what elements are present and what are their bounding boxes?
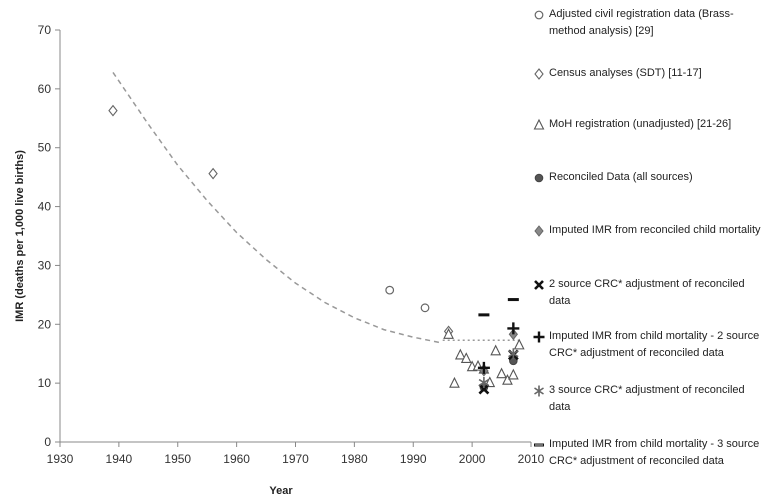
x-tick-label: 1950 [164,452,191,466]
x-tick-label: 1940 [106,452,133,466]
triangle-marker [460,352,472,363]
x-tick-label: 1960 [223,452,250,466]
triangle-marker [513,338,525,350]
legend-item-imputed-3-source-crc: Imputed IMR from child mortality - 3 sou… [532,436,767,470]
filled-circle-marker-icon [534,173,544,183]
dashed-trend-line [112,71,443,344]
x-tick-label: 1930 [47,452,74,466]
legend-item-imputed-2-source-crc: Imputed IMR from child mortality - 2 sou… [532,328,767,362]
asterisk-marker-icon [534,385,544,397]
legend-item-moh-registration: MoH registration (unadjusted) [21-26] [532,116,767,133]
diamond-marker-icon [534,68,544,80]
plus-marker-icon [533,331,545,343]
legend-label: MoH registration (unadjusted) [21-26] [549,118,732,130]
plus-marker [477,361,490,374]
legend-item-reconciled-data: Reconciled Data (all sources) [532,169,767,186]
x-ticks: 1930 1940 1950 1960 1970 1980 1990 2000 2010 [47,442,545,466]
legend-label: Census analyses (SDT) [11-17] [549,67,702,79]
triangle-marker [449,376,460,388]
y-ticks: 0 10 20 30 40 50 60 70 [38,23,60,449]
y-tick-label: 30 [38,258,52,272]
diamond-marker [108,104,118,117]
circle-marker [385,285,395,295]
dash-marker [507,298,519,302]
triangle-marker [454,348,466,360]
y-tick-label: 10 [38,376,52,390]
legend-label: Adjusted civil registration data (Brass-… [549,8,734,37]
dash-marker [478,313,490,317]
triangle-marker [496,367,507,379]
y-axis-title: IMR (deaths per 1,000 live births) [14,150,26,322]
legend-label: Imputed IMR from reconciled child mortal… [549,224,761,236]
legend-label: Imputed IMR from child mortality - 2 sou… [549,330,760,359]
triangle-marker-icon [533,118,545,130]
circle-marker [420,303,430,313]
diamond-marker [208,167,218,180]
y-tick-label: 50 [38,141,52,155]
x-tick-label: 1980 [341,452,368,466]
legend-item-adjusted-civil-registration: Adjusted civil registration data (Brass-… [532,6,767,40]
legend-label: Reconciled Data (all sources) [549,171,693,183]
legend-item-3-source-crc: 3 source CRC* adjustment of reconciled d… [532,382,767,416]
x-marker [478,383,490,395]
x-tick-label: 1970 [282,452,309,466]
triangle-marker [443,328,454,339]
legend-item-imputed-reconciled: Imputed IMR from reconciled child mortal… [532,222,767,239]
y-tick-label: 60 [38,82,52,96]
trend-lines [112,71,520,344]
legend-item-census-analyses: Census analyses (SDT) [11-17] [532,65,767,82]
y-tick-label: 0 [44,435,51,449]
asterisk-marker [478,377,490,389]
axes [59,30,531,443]
legend-item-2-source-crc: 2 source CRC* adjustment of reconciled d… [532,276,767,310]
dash-marker-icon [534,443,544,447]
y-tick-label: 20 [38,317,52,331]
asterisk-marker [508,348,519,360]
x-marker-icon [534,280,544,290]
triangle-marker [507,368,519,380]
legend-label: 2 source CRC* adjustment of reconciled d… [549,278,745,307]
y-tick-label: 40 [38,200,52,214]
legend-label: 3 source CRC* adjustment of reconciled d… [549,384,745,413]
x-tick-label: 2010 [518,452,545,466]
triangle-marker [490,344,502,356]
x-tick-label: 1990 [400,452,427,466]
legend-label: Imputed IMR from child mortality - 3 sou… [549,438,760,467]
data-marks [108,104,525,395]
x-axis-title: Year [269,485,293,497]
filled-diamond-marker-icon [534,225,544,237]
y-tick-label: 70 [38,23,52,37]
x-tick-label: 2000 [459,452,486,466]
legend: Adjusted civil registration data (Brass-… [532,0,767,500]
plus-marker [507,322,520,335]
triangle-marker [502,373,513,385]
circle-marker-icon [534,10,544,20]
